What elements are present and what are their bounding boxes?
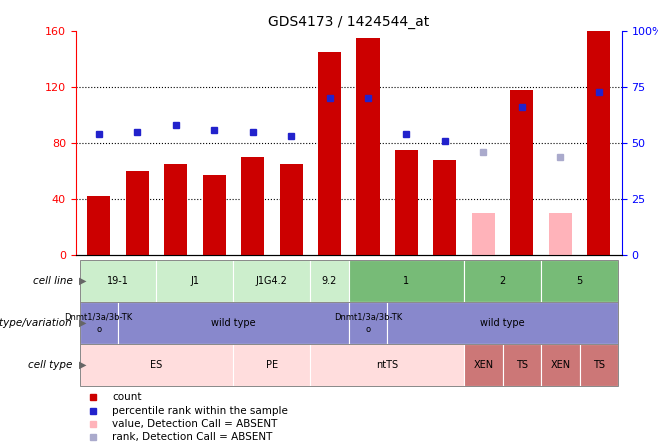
Bar <box>318 52 341 255</box>
Bar <box>395 150 418 255</box>
Text: value, Detection Call = ABSENT: value, Detection Call = ABSENT <box>113 419 278 429</box>
Text: Dnmt1/3a/3b-TK: Dnmt1/3a/3b-TK <box>334 312 402 321</box>
Text: cell type: cell type <box>28 360 72 370</box>
Text: cell line: cell line <box>32 276 72 286</box>
Bar <box>357 38 380 255</box>
Bar <box>587 31 610 255</box>
Text: J1: J1 <box>190 276 199 286</box>
Text: Dnmt1/3a/3b-TK: Dnmt1/3a/3b-TK <box>64 312 133 321</box>
Text: ntTS: ntTS <box>376 360 398 370</box>
Text: PE: PE <box>266 360 278 370</box>
Bar <box>280 164 303 255</box>
Bar <box>126 171 149 255</box>
Text: J1G4.2: J1G4.2 <box>256 276 288 286</box>
Text: 2: 2 <box>499 276 506 286</box>
Text: genotype/variation: genotype/variation <box>0 318 72 328</box>
Text: XEN: XEN <box>473 360 494 370</box>
Bar <box>88 196 111 255</box>
Text: 9.2: 9.2 <box>322 276 337 286</box>
Text: TS: TS <box>593 360 605 370</box>
Text: ES: ES <box>150 360 163 370</box>
Title: GDS4173 / 1424544_at: GDS4173 / 1424544_at <box>268 15 430 29</box>
Text: 1: 1 <box>403 276 409 286</box>
Bar <box>510 90 534 255</box>
Bar <box>549 213 572 255</box>
Text: ▶: ▶ <box>79 276 86 286</box>
Text: ▶: ▶ <box>79 318 86 328</box>
Bar <box>241 157 264 255</box>
Text: percentile rank within the sample: percentile rank within the sample <box>113 406 288 416</box>
Text: 5: 5 <box>576 276 582 286</box>
Bar <box>434 160 457 255</box>
Text: ▶: ▶ <box>79 360 86 370</box>
Text: TS: TS <box>516 360 528 370</box>
Text: wild type: wild type <box>480 318 525 328</box>
Text: wild type: wild type <box>211 318 256 328</box>
Text: XEN: XEN <box>550 360 570 370</box>
Text: o: o <box>96 325 101 334</box>
Text: count: count <box>113 392 142 402</box>
Bar <box>164 164 188 255</box>
Text: rank, Detection Call = ABSENT: rank, Detection Call = ABSENT <box>113 432 272 442</box>
Bar <box>203 175 226 255</box>
Bar <box>472 213 495 255</box>
Text: o: o <box>365 325 370 334</box>
Text: 19-1: 19-1 <box>107 276 129 286</box>
